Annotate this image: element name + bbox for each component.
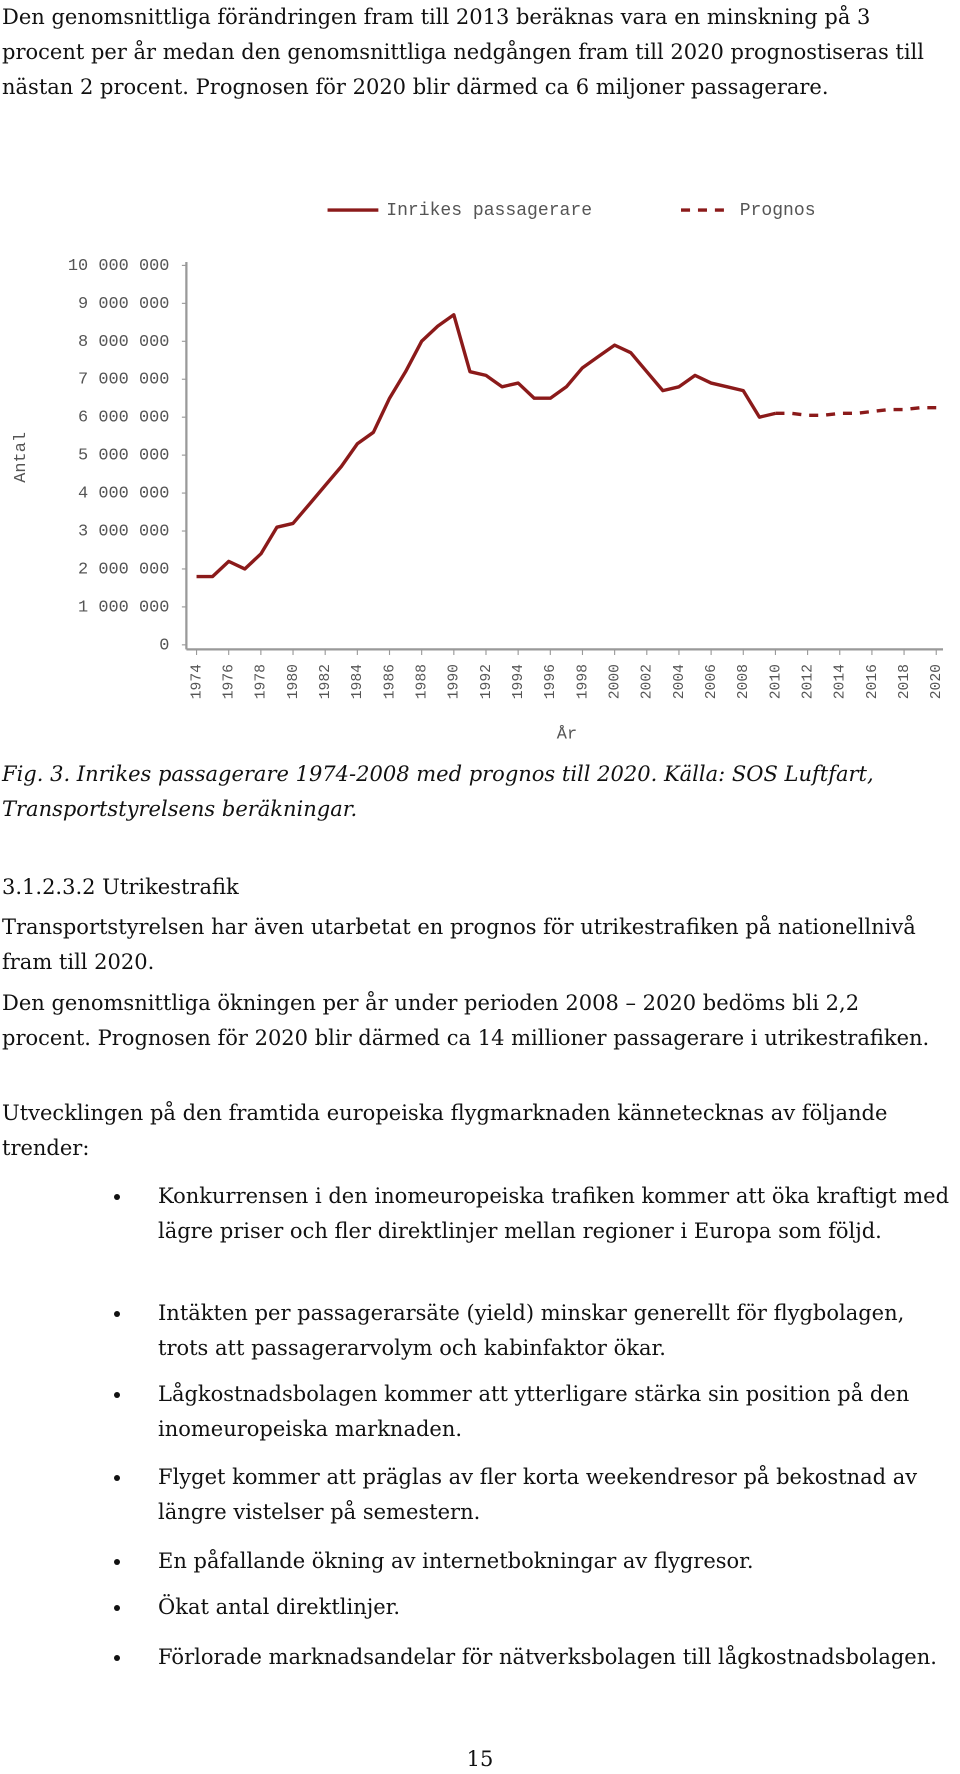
x-tick-label: 1982: [318, 664, 334, 699]
x-tick-label: 1998: [575, 664, 591, 699]
bullet-item: Intäkten per passagerarsäte (yield) mins…: [158, 1301, 905, 1360]
x-tick-label: 2000: [608, 664, 624, 699]
bullet-marker: [112, 1590, 122, 1611]
x-tick-label: 1990: [447, 664, 463, 699]
x-tick-label: 1974: [189, 664, 205, 699]
x-tick-label: 2018: [897, 664, 913, 699]
chart: 0 1 000 000 2 000 000 3 000 000 4 000 000 5 0…: [12, 201, 945, 745]
x-tick-label: 1984: [350, 664, 366, 699]
intro-paragraph: Den genomsnittliga förändringen fram til…: [2, 5, 924, 99]
x-tick-label: 2016: [865, 664, 881, 699]
legend-label: Prognos: [740, 201, 816, 221]
x-tick-label: 2010: [768, 664, 784, 699]
bullet-item: Ökat antal direktlinjer.: [158, 1595, 401, 1619]
data-line: [775, 406, 937, 417]
x-tick-label: 2002: [640, 664, 656, 699]
bullet-marker: [112, 1544, 122, 1565]
x-tick-label: 2004: [672, 664, 688, 699]
bullet-marker: [112, 1296, 122, 1317]
x-tick-label: 2014: [833, 664, 849, 699]
y-tick-label: 3 000 000: [78, 522, 169, 541]
section-heading: 3.1.2.3.2 Utrikestrafik: [2, 875, 239, 899]
y-tick-label: 4 000 000: [78, 485, 169, 504]
x-tick-label: 2008: [736, 664, 752, 699]
x-axis-label: År: [557, 726, 577, 745]
legend-label: Inrikes passagerare: [386, 201, 592, 221]
y-tick-label: 0: [159, 636, 169, 655]
data-line: [196, 313, 776, 579]
x-tick-label: 2006: [704, 664, 720, 699]
x-tick-label: 1976: [222, 664, 238, 699]
bullet-marker: [112, 1640, 122, 1661]
x-tick-label: 2020: [929, 664, 945, 699]
x-tick-label: 1992: [479, 664, 495, 699]
x-tick-label: 1978: [254, 664, 270, 699]
y-tick-label: 2 000 000: [78, 560, 169, 579]
paragraph: Utvecklingen på den framtida europeiska …: [2, 1101, 888, 1160]
x-tick-label: 1994: [511, 664, 527, 699]
paragraph: Transportstyrelsen har även utarbetat en…: [2, 915, 916, 974]
y-tick-label: 9 000 000: [78, 295, 169, 314]
bullet-marker: [112, 1179, 122, 1200]
x-tick-label: 1996: [543, 664, 559, 699]
bullet-item: Förlorade marknadsandelar för nätverksbo…: [158, 1645, 937, 1669]
bullet-item: Flyget kommer att präglas av fler korta …: [158, 1465, 918, 1524]
y-tick-label: 6 000 000: [78, 409, 169, 428]
bullet-item: Lågkostnadsbolagen kommer att ytterligar…: [158, 1382, 910, 1441]
figure-caption: Fig. 3. Inrikes passagerare 1974-2008 me…: [2, 762, 874, 821]
y-axis-label: Antal: [12, 432, 31, 483]
x-tick-label: 2012: [800, 664, 816, 699]
x-tick-label: 1988: [415, 664, 431, 699]
y-tick-label: 8 000 000: [78, 333, 169, 352]
bullet-item: En påfallande ökning av internetbokninga…: [158, 1549, 754, 1573]
paragraph: Den genomsnittliga ökningen per år under…: [2, 991, 930, 1050]
x-tick-label: 1986: [382, 664, 398, 699]
page-number: 15: [466, 1747, 494, 1771]
bullet-marker: [112, 1460, 122, 1481]
bullet-item: Konkurrensen i den inomeuropeiska trafik…: [158, 1184, 950, 1243]
y-tick-label: 1 000 000: [78, 598, 169, 617]
bullet-marker: [112, 1377, 122, 1398]
y-tick-label: 7 000 000: [78, 371, 169, 390]
x-tick-label: 1980: [286, 664, 302, 699]
y-tick-label: 5 000 000: [78, 447, 169, 466]
y-tick-label: 10 000 000: [68, 257, 170, 276]
